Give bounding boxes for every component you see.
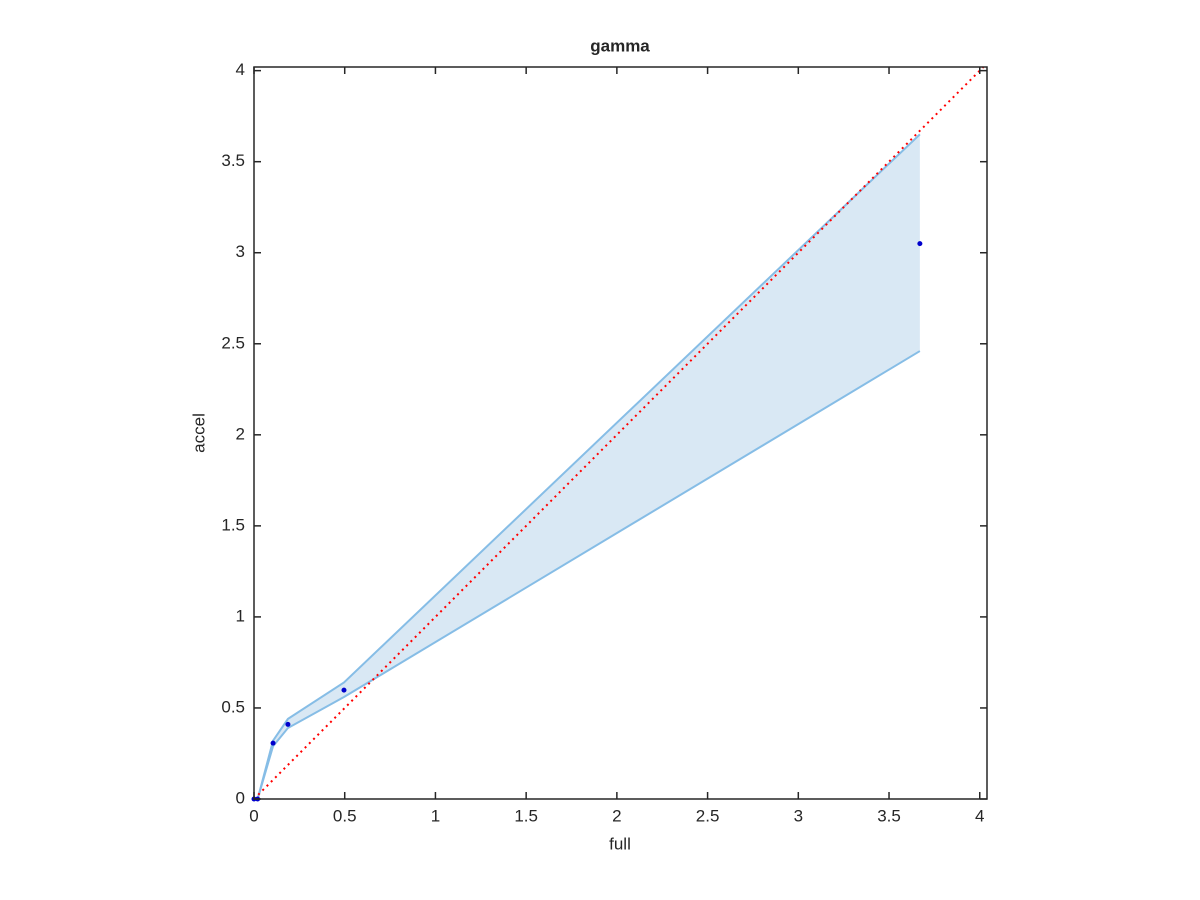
x-axis-label: full xyxy=(609,834,631,853)
y-tick-label: 0.5 xyxy=(221,697,245,716)
y-tick-label: 1.5 xyxy=(221,515,245,534)
axes-box xyxy=(253,66,988,800)
y-tick-label: 3 xyxy=(236,242,245,261)
y-axis-label: accel xyxy=(189,413,208,453)
x-tick-label: 3.5 xyxy=(877,806,901,825)
x-tick-label: 1 xyxy=(431,806,440,825)
x-tick-label: 3 xyxy=(794,806,803,825)
x-tick-label: 2.5 xyxy=(696,806,720,825)
x-tick-label: 0 xyxy=(249,806,258,825)
data-point xyxy=(270,740,276,746)
data-point xyxy=(285,721,291,727)
band-lower-edge xyxy=(254,350,921,800)
chart-title: gamma xyxy=(590,36,650,55)
y-tick-label: 2 xyxy=(236,424,245,443)
band-fill xyxy=(254,134,920,799)
data-point xyxy=(341,687,347,693)
y-tick-label: 4 xyxy=(236,60,245,79)
y-tick-label: 1 xyxy=(236,606,245,625)
y-tick-label: 0 xyxy=(236,788,245,807)
x-tick-label: 2 xyxy=(612,806,621,825)
x-tick-label: 1.5 xyxy=(514,806,538,825)
reference-line xyxy=(253,66,985,800)
x-tick-label: 4 xyxy=(975,806,984,825)
y-tick-label: 3.5 xyxy=(221,151,245,170)
data-point xyxy=(917,241,923,247)
x-tick-label: 0.5 xyxy=(333,806,357,825)
y-tick-label: 2.5 xyxy=(221,333,245,352)
